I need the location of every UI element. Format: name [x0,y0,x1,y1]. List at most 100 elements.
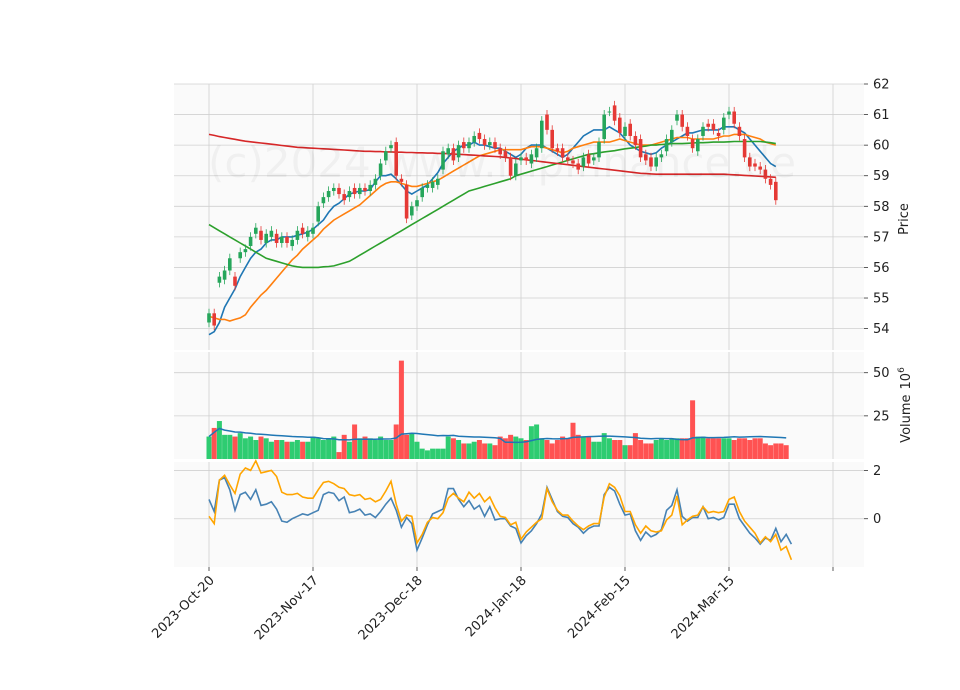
volume-bar [502,438,508,459]
price-ytick-label: 61 [873,108,890,123]
volume-bar [690,400,696,459]
candle-body [446,148,450,155]
candle-body [560,148,565,158]
candle-body [716,132,721,136]
volume-bar [222,434,228,459]
candle-body [654,157,658,167]
candle-body [477,132,482,140]
candle-body [300,227,305,234]
volume-bar [315,438,321,459]
candle-body [415,200,419,207]
volume-axis-label: Volume 106 [897,367,914,443]
candle-body [680,114,684,127]
volume-bar [336,452,342,459]
volume-bar [409,433,415,459]
moving-average-line-4 [208,133,776,179]
candle-body [259,230,263,240]
candle-body [290,239,294,247]
candle-body [347,191,352,198]
volume-bar [367,438,373,459]
candle-body [404,184,409,219]
volume-average-line [208,427,787,444]
volume-bar [476,440,482,459]
candle-body [248,236,253,247]
volume-bar [565,438,571,459]
candle-body [337,187,341,195]
candle-body [269,230,274,237]
volume-bar [757,438,763,459]
candle-body [212,313,216,326]
volume-bar [705,438,711,459]
volume-bar [471,441,477,459]
volume-bar [528,426,534,459]
volume-bar [695,436,701,459]
candle-body [207,313,211,323]
candle-body [742,139,747,158]
candle-body [664,139,669,152]
volume-bar [643,443,649,459]
candle-body [576,163,580,170]
volume-bar [341,434,347,459]
candle-body [311,227,315,234]
oscillator-ytick-label: 0 [873,512,881,527]
volume-bar [419,448,425,459]
oscillator-background [174,462,864,567]
volume-bar [404,434,410,459]
candle-body [618,117,622,133]
x-axis: 2023-Oct-20 2023-Nov-17 2023-Dec-18 2024-Ja… [149,567,834,643]
volume-bar [482,443,488,459]
volume-bar [731,440,737,459]
candle-body [342,194,346,201]
candle-body [493,142,497,149]
candle-body [644,154,648,161]
macd-line [208,476,793,553]
volume-bar [508,434,514,459]
volume-bar [539,438,545,459]
volume-bar [331,436,337,459]
volume-bar [773,443,779,459]
volume-bar [648,443,654,459]
volume-bar [294,440,300,459]
candle-body [592,157,596,161]
oscillator-panel: 02 [174,458,881,567]
candle-body [571,160,575,164]
oscillator-ytick-label: 2 [873,464,881,479]
volume-ytick-label: 25 [873,409,890,424]
volume-bar [310,436,316,459]
volume-bar [700,436,706,459]
volume-bar [398,360,404,459]
volume-bar [435,448,441,459]
candle-body [399,178,404,182]
volume-bar [206,436,212,459]
volume-bar [664,440,670,459]
candle-body [306,230,310,237]
volume-bar [352,424,358,459]
candle-body [238,252,242,259]
candle-body [482,139,487,146]
candle-body [675,114,679,121]
candle-body [254,227,258,234]
volume-bar [534,424,540,459]
volume-bar [274,440,280,459]
volume-bar [253,440,259,459]
volume-ytick-label: 50 [873,366,890,381]
candle-body [550,129,554,149]
price-ytick-label: 54 [873,322,890,337]
x-tick-label: 2023-Dec-18 [356,573,426,643]
candle-body [467,142,471,149]
candle-body [586,154,591,164]
price-ytick-label: 55 [873,292,890,307]
volume-bar [440,448,446,459]
moving-average-line-2 [208,133,777,322]
volume-bar [752,438,758,459]
candle-body [774,181,778,201]
volume-bar [461,443,467,459]
volume-bar [518,438,524,459]
price-ytick-label: 60 [873,139,890,154]
volume-bar [258,436,264,459]
candle-body [540,120,544,149]
volume-bar [450,438,456,459]
candle-body [222,270,227,280]
volume-bar [679,438,685,459]
candle-body [503,151,508,158]
